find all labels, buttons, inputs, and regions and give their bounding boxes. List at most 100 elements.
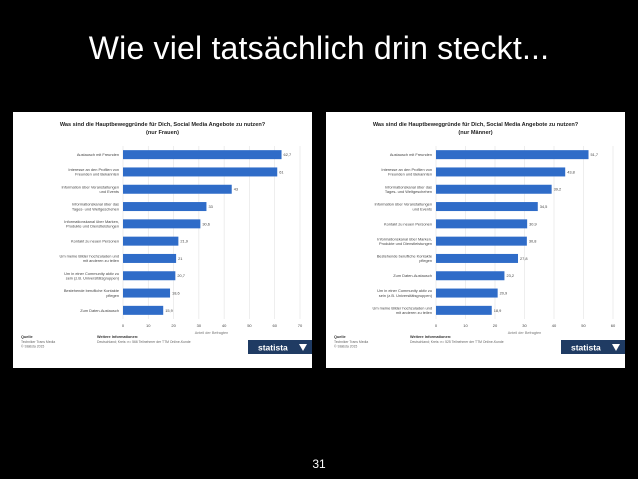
x-tick-label: 50 <box>247 323 252 328</box>
value-label: 39,2 <box>554 187 562 192</box>
value-label: 27,8 <box>520 256 528 261</box>
info-line: Deutschland; Kreis: n= 566 Teilnehmer de… <box>97 340 191 344</box>
chart-panel-men: Was sind die Hauptbeweggründe für Dich, … <box>326 112 625 368</box>
value-label: 15,9 <box>165 308 173 313</box>
x-tick-label: 10 <box>146 323 151 328</box>
bar <box>123 288 171 298</box>
bar <box>123 184 232 194</box>
chart-subtitle: (nur Männer) <box>458 130 492 136</box>
brand-logo-text: statista <box>258 343 288 353</box>
value-label: 20,9 <box>500 290 508 295</box>
category-label: Informationskanal über Marken, Produkte u… <box>64 219 119 229</box>
info-heading: Weitere Informationen: <box>97 335 138 339</box>
x-tick-label: 30 <box>522 323 527 328</box>
x-tick-label: 10 <box>463 323 468 328</box>
source-line: © Statista 2015 <box>334 345 357 349</box>
value-label: 30,9 <box>529 221 537 226</box>
bar <box>436 184 552 194</box>
category-label: Interesse an den Profilen von Freunden un… <box>381 167 432 177</box>
bar <box>123 253 177 263</box>
value-label: 20,7 <box>177 273 185 278</box>
category-label: Um meine Bilder hochzuladen und mit ander… <box>60 254 119 264</box>
bar <box>436 271 505 281</box>
x-tick-label: 40 <box>552 323 557 328</box>
value-label: 30,8 <box>529 239 537 244</box>
brand-logo-box <box>561 340 625 354</box>
x-tick-label: 0 <box>435 323 438 328</box>
category-label: Interesse an den Profilen von Freunden un… <box>68 167 119 177</box>
info-line: Deutschland; Kreis: n= 525 Teilnehmer de… <box>410 340 504 344</box>
bar <box>436 288 498 298</box>
category-label: Informationskanal über das Tages- und Wel… <box>72 202 119 212</box>
x-tick-label: 50 <box>581 323 586 328</box>
category-label: Zum Daten-Austausch <box>80 308 119 313</box>
x-tick-label: 70 <box>298 323 303 328</box>
category-label: Kontakt zu neuen Personen <box>71 239 119 244</box>
category-label: Informationskanal über das Tages- und Wel… <box>385 184 432 194</box>
value-label: 61 <box>279 169 283 174</box>
chart-title: Was sind die Hauptbeweggründe für Dich, … <box>373 122 579 128</box>
bar <box>123 202 207 212</box>
category-label: Bestehende berufliche Kontakte pflegen <box>377 254 432 264</box>
value-label: 18,9 <box>494 308 502 313</box>
info-heading: Weitere Informationen: <box>410 335 451 339</box>
bar-chart-women: Was sind die Hauptbeweggründe für Dich, … <box>21 122 312 354</box>
category-label: Zum Daten-Austausch <box>393 273 432 278</box>
x-tick-label: 20 <box>493 323 498 328</box>
x-tick-label: 60 <box>611 323 616 328</box>
x-tick-label: 60 <box>272 323 277 328</box>
category-label: Bestehende berufliche Kontakte pflegen <box>64 288 119 298</box>
value-label: 21,9 <box>180 239 188 244</box>
category-label: Information über Veranstaltungen und Even… <box>61 184 119 194</box>
bar <box>123 236 179 246</box>
source-heading: Quelle <box>21 335 33 339</box>
bar <box>436 305 492 315</box>
category-label: Information über Veranstaltungen und Even… <box>374 202 432 212</box>
chart-subtitle: (nur Frauen) <box>146 130 179 136</box>
bar <box>436 167 566 177</box>
brand-logo-box <box>248 340 312 354</box>
category-label: Um in einer Community aktiv zu sein (z.B.… <box>64 271 120 281</box>
bar <box>123 219 201 229</box>
value-label: 51,7 <box>591 152 599 157</box>
source-line: Techniker Trans Media <box>21 340 55 344</box>
category-label: Austausch mit Freunden <box>77 152 119 157</box>
category-label: Informationskanal über Marken, Produkte u… <box>377 236 432 246</box>
x-axis-label: Anteil der Befragten <box>195 331 229 335</box>
page-number: 31 <box>312 457 326 471</box>
value-label: 62,7 <box>284 152 292 157</box>
bar <box>436 253 519 263</box>
chart-title: Was sind die Hauptbeweggründe für Dich, … <box>60 122 266 128</box>
bar <box>436 202 538 212</box>
bar <box>436 150 589 160</box>
source-heading: Quelle <box>334 335 346 339</box>
chart-panel-women: Was sind die Hauptbeweggründe für Dich, … <box>13 112 312 368</box>
bar <box>123 150 282 160</box>
value-label: 18,6 <box>172 290 180 295</box>
x-tick-label: 30 <box>197 323 202 328</box>
brand-logo-icon <box>612 344 620 351</box>
bar-chart-men: Was sind die Hauptbeweggründe für Dich, … <box>334 122 625 354</box>
brand-logo-text: statista <box>571 343 601 353</box>
source-line: Techniker Trans Media <box>334 340 368 344</box>
x-tick-label: 20 <box>171 323 176 328</box>
category-label: Austausch mit Freunden <box>390 152 432 157</box>
value-label: 43 <box>234 187 238 192</box>
value-label: 33 <box>208 204 212 209</box>
x-axis-label: Anteil der Befragten <box>508 331 542 335</box>
brand-logo-icon <box>299 344 307 351</box>
bar <box>123 167 278 177</box>
category-label: Um meine Bilder hochzuladen und mit ander… <box>373 305 432 315</box>
source-line: © Statista 2015 <box>21 345 44 349</box>
x-tick-label: 40 <box>222 323 227 328</box>
slide-title: Wie viel tatsächlich drin steckt... <box>88 30 550 66</box>
bar <box>436 219 528 229</box>
value-label: 21 <box>178 256 182 261</box>
value-label: 43,8 <box>567 169 575 174</box>
value-label: 23,2 <box>506 273 514 278</box>
bar <box>436 236 527 246</box>
bar <box>123 271 176 281</box>
value-label: 34,5 <box>540 204 548 209</box>
category-label: Um in einer Community aktiv zu sein (z.B.… <box>377 288 433 298</box>
value-label: 30,6 <box>202 221 210 226</box>
